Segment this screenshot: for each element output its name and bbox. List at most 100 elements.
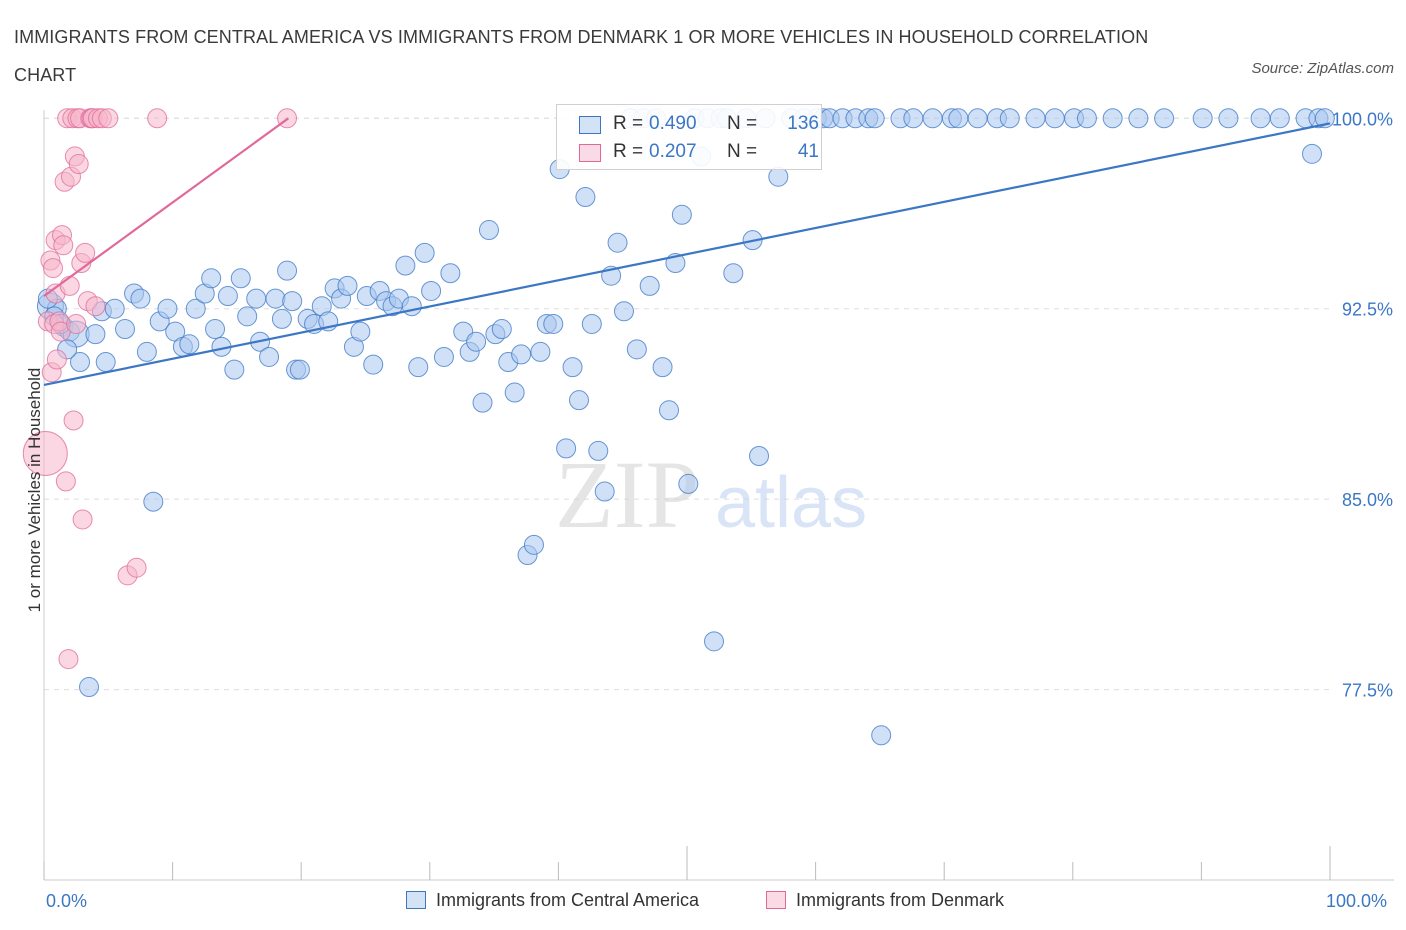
data-point-blue [671,204,692,225]
data-point-blue [581,313,602,334]
y-tick-label: 100.0% [1332,109,1393,129]
data-point-blue [70,352,91,373]
data-point-pink [59,275,80,296]
data-point-blue [282,291,303,312]
bottom-legend-central-america: Immigrants from Central America [406,890,699,911]
data-point-blue [230,268,251,289]
data-point-pink [43,258,64,279]
data-point-blue [652,357,673,378]
data-point-blue [491,319,512,340]
data-point-blue [723,263,744,284]
data-point-blue [678,473,699,494]
data-point-blue [205,319,226,340]
data-point-blue [143,491,164,512]
data-point-blue [903,108,924,129]
legend-r-value: 0.207 [649,141,697,162]
data-point-blue [259,346,280,367]
data-point-pink [98,108,119,129]
stats-legend: R = 0.490 N = 136 R = 0.207 N = 41 [556,104,822,170]
data-point-blue [568,390,589,411]
data-point-blue [523,534,544,555]
data-point-blue [1301,143,1322,164]
data-point-blue [871,725,892,746]
data-point-blue [136,341,157,362]
data-point-blue [217,286,238,307]
watermark: ZIP atlas [555,441,867,548]
data-point-blue [594,481,615,502]
trend-lines [43,117,1331,386]
data-point-blue [556,438,577,459]
legend-swatch-blue [579,116,601,134]
legend-n-label: N = [727,141,758,162]
source-label: Source: ZipAtlas.com [1251,60,1394,77]
data-point-blue [157,298,178,319]
data-point-pink [75,242,96,263]
data-point-blue [337,275,358,296]
gridlines [44,117,1330,691]
data-point-blue [999,108,1020,129]
data-point-pink [55,471,76,492]
data-point-blue [414,242,435,263]
data-point-blue [530,341,551,362]
data-point-blue [433,346,454,367]
data-point-pink [126,557,147,578]
axes [43,110,1394,881]
x-tick-label-min: 0.0% [46,891,88,911]
data-point-blue [613,301,634,322]
watermark-atlas: atlas [715,463,867,543]
data-point-blue [967,108,988,129]
y-axis-label: 1 or more Vehicles in Household [25,367,44,613]
data-point-blue [749,445,770,466]
data-point-blue [271,308,292,329]
bottom-legend-label: Immigrants from Denmark [796,890,1005,910]
data-point-blue [948,108,969,129]
legend-r-label: R = [613,113,644,134]
y-tick-labels: 77.5% 85.0% 92.5% 100.0% [1332,109,1393,700]
data-point-blue [1218,108,1239,129]
data-point-blue [1250,108,1271,129]
chart-title: IMMIGRANTS FROM CENTRAL AMERICA VS IMMIG… [14,27,1149,85]
data-point-blue [115,319,136,340]
data-point-pink [68,154,89,175]
data-point-blue [289,359,310,380]
trend-line-denmark [43,117,289,297]
data-point-blue [395,255,416,276]
data-point-blue [277,260,298,281]
data-point-blue [575,187,596,208]
data-point-pink [72,509,93,530]
data-point-blue [350,321,371,342]
data-point-blue [201,268,222,289]
data-point-pink [66,313,87,334]
data-point-blue [130,288,151,309]
data-point-blue [237,306,258,327]
data-point-pink [63,410,84,431]
data-point-blue [421,280,442,301]
data-point-blue [179,334,200,355]
data-point-blue [562,357,583,378]
data-point-blue [1102,108,1123,129]
data-point-blue [922,108,943,129]
y-tick-label: 77.5% [1342,681,1393,701]
data-point-blue [588,440,609,461]
series-central-america [36,108,1335,746]
data-point-blue [1154,108,1175,129]
data-point-blue [185,298,206,319]
data-point-blue [1128,108,1149,129]
data-point-blue [543,313,564,334]
data-point-blue [1025,108,1046,129]
data-point-blue [363,354,384,375]
data-point-blue [658,400,679,421]
data-point-blue [478,220,499,241]
data-point-pink [53,235,74,256]
legend-n-label: N = [727,113,758,134]
data-point-blue [466,331,487,352]
x-tick-label-max: 100.0% [1326,891,1388,911]
data-point-blue [85,324,106,345]
data-point-pink [46,349,67,370]
data-point-blue [265,288,286,309]
legend-r-value: 0.490 [649,113,697,134]
data-point-blue [1269,108,1290,129]
series-denmark [22,108,298,670]
legend-n-value: 41 [797,141,819,162]
